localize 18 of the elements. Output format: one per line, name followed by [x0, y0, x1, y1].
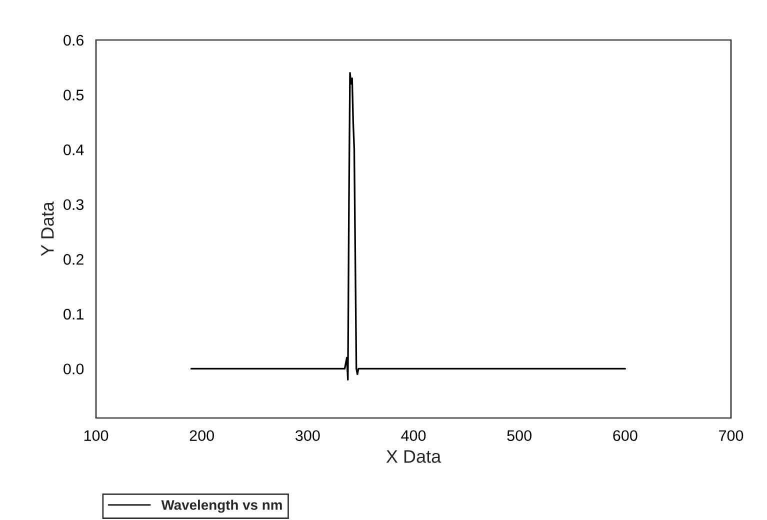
y-axis-title: Y Data [41, 202, 54, 256]
x-tick-label: 400 [401, 430, 426, 442]
x-tick-label: 700 [719, 430, 744, 442]
y-tick-label: 0.5 [64, 90, 84, 100]
y-tick-label: 0.0 [64, 364, 84, 374]
line-series [190, 72, 626, 380]
x-tick-label: 100 [84, 430, 108, 442]
legend-label: Wavelength vs nm [161, 500, 282, 513]
y-tick-label: 0.2 [64, 254, 84, 265]
x-tick-label: 300 [296, 430, 320, 442]
y-tick-label: 0.4 [64, 144, 84, 156]
y-tick-label: 0.1 [64, 308, 84, 320]
x-tick-label: 200 [190, 430, 214, 442]
x-axis-title: X Data [386, 450, 442, 463]
x-tick-label: 500 [507, 430, 532, 442]
y-tick-label: 0.6 [64, 34, 84, 46]
x-tick-label: 600 [613, 430, 638, 442]
y-tick-label: 0.3 [64, 199, 84, 210]
